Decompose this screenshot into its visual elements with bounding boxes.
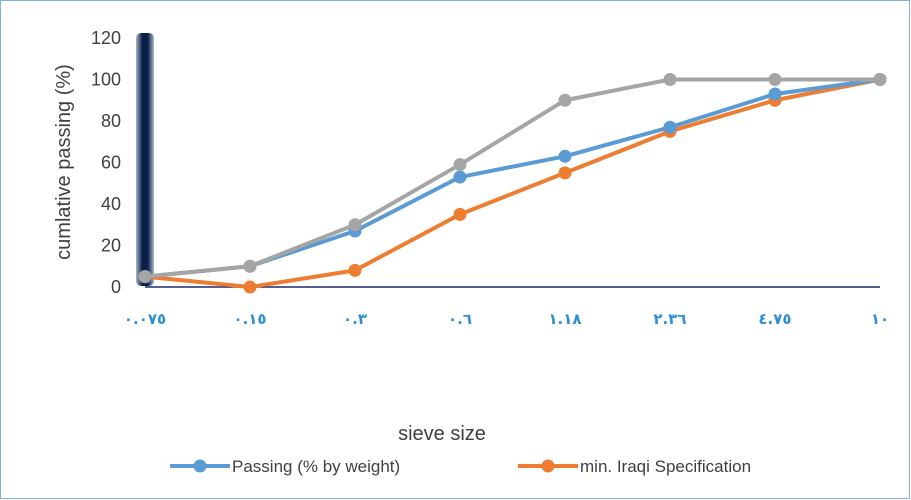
series-line bbox=[143, 77, 882, 289]
legend-marker bbox=[193, 459, 207, 473]
legend: Passing (% by weight) min. Iraqi Specific… bbox=[170, 457, 751, 476]
series-line bbox=[143, 77, 882, 279]
y-tick-label: 120 bbox=[91, 28, 121, 48]
x-tick-label: ١.١٨ bbox=[548, 310, 581, 328]
y-tick-label: 60 bbox=[101, 153, 121, 173]
data-point bbox=[453, 158, 467, 172]
y-tick-label: 100 bbox=[91, 70, 121, 90]
data-point bbox=[873, 73, 887, 86]
y-tick-label: 0 bbox=[111, 277, 121, 297]
legend-marker bbox=[541, 459, 555, 473]
y-tick-label: 80 bbox=[101, 111, 121, 131]
data-point bbox=[243, 280, 257, 294]
x-tick-label: ٠.١٥ bbox=[233, 310, 266, 328]
x-tick-label: ٠.٣ bbox=[343, 310, 367, 328]
data-point bbox=[768, 87, 782, 101]
y-axis-title: cumlative passing (%) bbox=[53, 64, 75, 260]
data-point bbox=[663, 120, 677, 134]
x-axis-title: sieve size bbox=[398, 423, 486, 445]
data-point bbox=[348, 218, 362, 232]
data-point bbox=[453, 207, 467, 221]
legend-label: min. Iraqi Specification bbox=[580, 457, 751, 476]
x-tick-label: ١٠ bbox=[871, 310, 889, 328]
data-point bbox=[138, 270, 152, 284]
data-point bbox=[558, 149, 572, 163]
data-point bbox=[768, 73, 782, 86]
data-point bbox=[243, 259, 257, 273]
vertical-axis-highlight bbox=[136, 33, 154, 286]
y-tick-label: 20 bbox=[101, 236, 121, 256]
data-point bbox=[348, 263, 362, 277]
x-tick-label: ٠.٠٧٥ bbox=[124, 310, 166, 328]
x-tick-label: ٠.٦ bbox=[448, 310, 472, 328]
x-tick-label: ٤.٧٥ bbox=[758, 310, 791, 328]
data-point bbox=[453, 170, 467, 184]
x-tick-label: ٢.٣٦ bbox=[653, 310, 686, 328]
y-tick-label: 40 bbox=[101, 194, 121, 214]
data-point bbox=[663, 73, 677, 86]
data-point bbox=[558, 93, 572, 107]
series-line bbox=[143, 77, 882, 279]
legend-label: Passing (% by weight) bbox=[232, 457, 400, 476]
data-point bbox=[558, 166, 572, 180]
